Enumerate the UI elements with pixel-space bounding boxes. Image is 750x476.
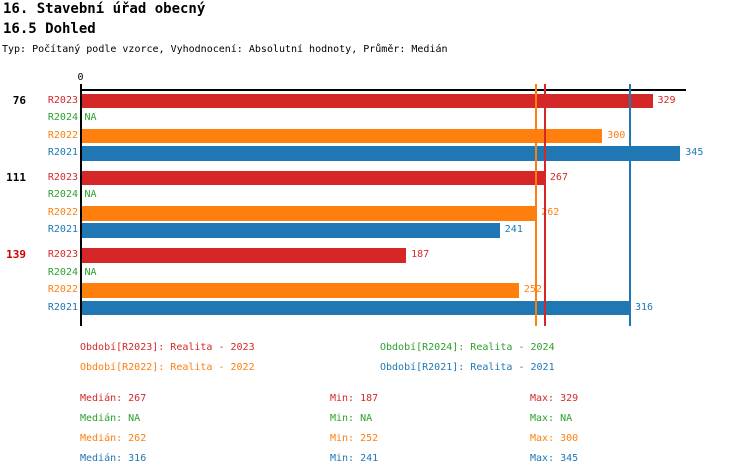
bar-value-label: 267: [549, 171, 568, 183]
series-label: R2022: [47, 284, 78, 296]
median-line: [535, 84, 537, 326]
median-line: [629, 84, 631, 326]
legend-item: Období[R2023]: Realita - 2023: [80, 342, 255, 353]
na-label: NA: [84, 189, 97, 201]
stat-median: Medián: 267: [80, 393, 147, 404]
chart-meta-line: Typ: Počítaný podle vzorce, Vyhodnocení:…: [2, 44, 448, 55]
page-subtitle: 16.5 Dohled: [3, 21, 96, 37]
series-label: R2021: [47, 147, 78, 159]
stat-min: Min: 187: [330, 393, 379, 404]
stat-max: Max: 345: [530, 453, 579, 464]
legend-item: Období[R2024]: Realita - 2024: [380, 342, 555, 353]
bar-value-label: 187: [411, 249, 430, 260]
stat-min: Min: 241: [330, 453, 379, 464]
bar: [81, 248, 407, 263]
bar: [81, 205, 537, 221]
series-label: R2021: [47, 301, 78, 313]
series-label: R2024: [47, 112, 78, 124]
stat-median: Medián: NA: [80, 413, 141, 424]
bar-value-label: 262: [541, 206, 560, 218]
bar: [81, 146, 681, 161]
bar: [81, 93, 653, 109]
series-label: R2023: [47, 249, 78, 260]
axis-zero-label: 0: [77, 72, 84, 83]
series-label: R2022: [47, 129, 78, 141]
stat-max: Max: 329: [530, 393, 579, 404]
bar: [81, 128, 603, 144]
y-axis-line: [79, 84, 82, 326]
na-label: NA: [84, 266, 97, 278]
x-axis-line: [79, 89, 686, 91]
group-label: 139: [6, 248, 26, 261]
stat-median: Medián: 262: [80, 433, 147, 444]
na-label: NA: [84, 112, 97, 124]
stat-max: Max: NA: [530, 413, 573, 424]
group-label: 76: [12, 93, 26, 107]
bar-value-label: 329: [657, 94, 676, 106]
stat-min: Min: NA: [330, 413, 373, 424]
series-label: R2023: [47, 171, 78, 183]
page-title: 16. Stavební úřad obecný: [3, 1, 206, 17]
series-label: R2023: [47, 94, 78, 106]
series-label: R2021: [47, 224, 78, 236]
bar-value-label: 345: [685, 147, 704, 159]
bar: [81, 170, 545, 186]
legend-item: Období[R2021]: Realita - 2021: [380, 362, 555, 373]
bar-value-label: 300: [607, 129, 626, 141]
stat-median: Medián: 316: [80, 453, 147, 464]
legend-item: Období[R2022]: Realita - 2022: [80, 362, 255, 373]
bar-value-label: 252: [523, 284, 542, 296]
bar-value-label: 241: [504, 224, 523, 236]
bar: [81, 223, 500, 239]
series-label: R2024: [47, 189, 78, 201]
bar-value-label: 316: [634, 301, 654, 313]
bar: [81, 300, 630, 316]
bar: [81, 283, 519, 298]
group-label: 111: [6, 170, 26, 184]
series-label: R2022: [47, 206, 78, 218]
stat-min: Min: 252: [330, 433, 379, 444]
median-line: [544, 84, 546, 326]
series-label: R2024: [47, 266, 78, 278]
stat-max: Max: 300: [530, 433, 579, 444]
